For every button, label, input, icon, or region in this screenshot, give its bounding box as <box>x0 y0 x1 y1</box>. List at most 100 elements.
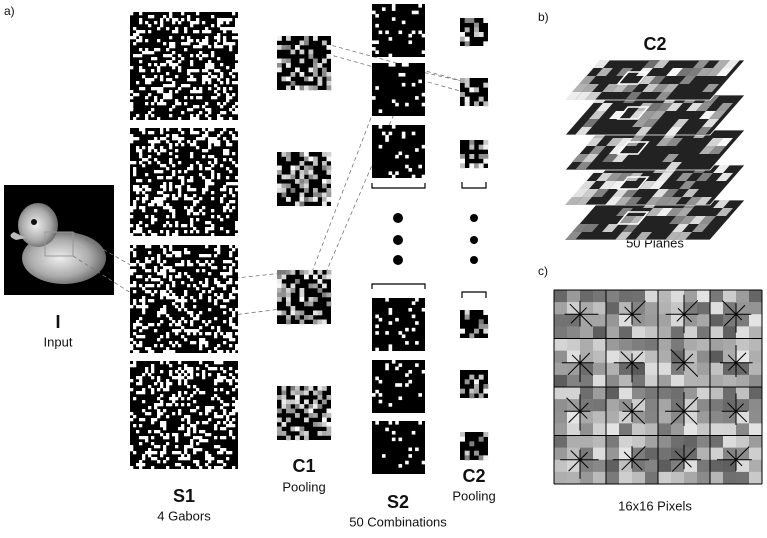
map-pixel <box>232 397 235 400</box>
map-pixel <box>223 272 226 275</box>
map-pixel <box>166 296 169 299</box>
map-pixel <box>178 60 181 63</box>
map-pixel <box>130 379 133 382</box>
map-pixel <box>166 347 169 350</box>
map-pixel <box>160 421 163 424</box>
map-pixel <box>190 155 193 158</box>
map-pixel <box>190 143 193 146</box>
map-pixel <box>136 179 139 182</box>
map-pixel <box>169 152 172 155</box>
map-pixel <box>483 83 488 88</box>
map-pixel <box>199 412 202 415</box>
map-pixel <box>211 266 214 269</box>
map-pixel <box>235 24 238 27</box>
map-pixel <box>235 21 238 24</box>
map-pixel <box>187 311 190 314</box>
map-pixel <box>202 81 205 84</box>
map-pixel <box>160 197 163 200</box>
map-pixel <box>130 134 133 137</box>
map-pixel <box>169 296 172 299</box>
map-pixel <box>157 176 160 179</box>
map-pixel <box>214 299 217 302</box>
map-pixel <box>184 379 187 382</box>
map-pixel <box>223 409 226 412</box>
map-pixel <box>148 451 151 454</box>
map-pixel <box>145 284 148 287</box>
map-pixel <box>163 197 166 200</box>
map-pixel <box>286 315 291 320</box>
map-pixel <box>214 42 217 45</box>
map-pixel <box>181 111 184 114</box>
map-pixel <box>465 37 470 42</box>
pixel <box>606 302 619 314</box>
pixel <box>554 472 567 484</box>
map-pixel <box>408 448 412 452</box>
map-pixel <box>223 137 226 140</box>
map-pixel <box>282 193 287 198</box>
map-pixel <box>178 191 181 194</box>
map-pixel <box>205 36 208 39</box>
map-pixel <box>142 75 145 78</box>
map-pixel <box>142 296 145 299</box>
map-pixel <box>205 108 208 111</box>
map-pixel <box>160 394 163 397</box>
map-pixel <box>175 436 178 439</box>
map-pixel <box>175 463 178 466</box>
map-pixel <box>181 224 184 227</box>
map-pixel <box>300 202 305 207</box>
map-pixel <box>145 260 148 263</box>
pixel <box>658 326 671 338</box>
map-pixel <box>172 433 175 436</box>
map-pixel <box>220 367 223 370</box>
map-pixel <box>412 328 416 332</box>
map-pixel <box>208 290 211 293</box>
map-pixel <box>136 323 139 326</box>
map-pixel <box>163 260 166 263</box>
map-pixel <box>145 224 148 227</box>
map-pixel <box>139 442 142 445</box>
map-pixel <box>395 103 399 107</box>
feature-map <box>460 18 488 46</box>
map-pixel <box>160 131 163 134</box>
map-pixel <box>214 137 217 140</box>
map-pixel <box>142 164 145 167</box>
map-pixel <box>313 422 318 427</box>
map-pixel <box>220 227 223 230</box>
map-pixel <box>193 427 196 430</box>
map-pixel <box>148 260 151 263</box>
map-pixel <box>327 188 332 193</box>
map-pixel <box>136 54 139 57</box>
map-pixel <box>160 164 163 167</box>
map-pixel <box>220 131 223 134</box>
map-pixel <box>151 323 154 326</box>
map-pixel <box>291 50 296 55</box>
map-pixel <box>223 284 226 287</box>
map-pixel <box>151 350 154 353</box>
map-pixel <box>327 275 332 280</box>
map-pixel <box>169 254 172 257</box>
map-pixel <box>286 400 291 405</box>
map-pixel <box>483 310 488 315</box>
map-pixel <box>223 39 226 42</box>
map-pixel <box>223 448 226 451</box>
map-pixel <box>300 170 305 175</box>
map-pixel <box>385 363 389 367</box>
map-pixel <box>232 248 235 251</box>
map-pixel <box>226 140 229 143</box>
map-pixel <box>133 188 136 191</box>
pixel <box>554 290 567 302</box>
pixel <box>619 339 632 351</box>
map-pixel <box>202 338 205 341</box>
map-pixel <box>145 290 148 293</box>
map-pixel <box>196 436 199 439</box>
pixel <box>606 363 619 375</box>
map-pixel <box>148 275 151 278</box>
pixel <box>554 411 567 423</box>
map-pixel <box>282 400 287 405</box>
map-pixel <box>389 37 393 41</box>
map-pixel <box>190 442 193 445</box>
map-pixel <box>211 182 214 185</box>
pixel <box>580 339 593 351</box>
pixel <box>684 387 697 399</box>
pixel <box>658 302 671 314</box>
